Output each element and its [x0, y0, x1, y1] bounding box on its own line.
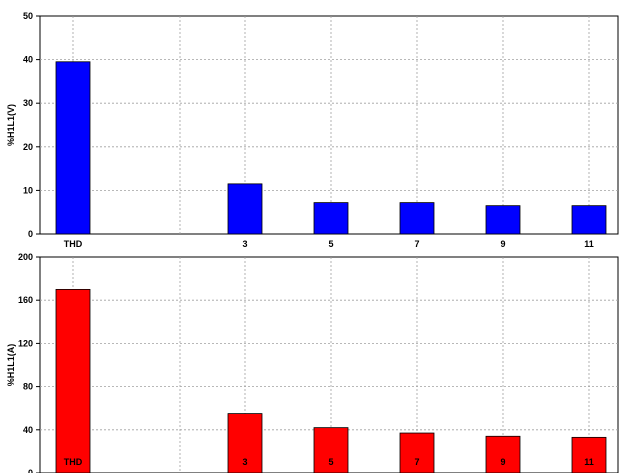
y-tick-label: 120 [18, 338, 33, 348]
x-tick-label: 5 [328, 239, 333, 249]
y-tick-label: 20 [23, 142, 33, 152]
bar-11 [571, 436, 607, 473]
bar-5 [313, 427, 349, 473]
y-axis-label: %H1L1(V) [6, 104, 16, 146]
y-tick-label: 30 [23, 98, 33, 108]
x-tick-label: 11 [584, 457, 594, 467]
bar-3 [227, 183, 263, 235]
bar-thd [55, 288, 91, 473]
y-tick-label: 10 [23, 185, 33, 195]
y-tick-label: 40 [23, 425, 33, 435]
x-tick-label: 9 [500, 239, 505, 249]
bar-9 [485, 205, 521, 235]
x-tick-label: 11 [584, 239, 594, 249]
bar-thd [55, 61, 91, 235]
y-tick-label: 80 [23, 382, 33, 392]
y-tick-label: 160 [18, 295, 33, 305]
y-tick-label: 0 [28, 229, 33, 239]
current-harmonics-panel: 0 40 80 120 160 200 %H1L1(A) THD 3 5 7 9 11 [6, 252, 619, 473]
y-tick-label: 200 [18, 252, 33, 262]
x-tick-label: 9 [500, 457, 505, 467]
bar-5 [313, 202, 349, 235]
y-tick-label: 40 [23, 55, 33, 65]
x-tick-label: 7 [414, 239, 419, 249]
x-tick-label: 5 [328, 457, 333, 467]
voltage-harmonics-panel: 0 10 20 30 40 50 %H1L1(V) THD 3 5 7 9 11 [6, 11, 619, 249]
x-tick-label: 3 [242, 457, 247, 467]
bar-9 [485, 435, 521, 473]
y-axis-label: %H1L1(A) [6, 344, 16, 387]
x-tick-label: THD [64, 239, 83, 249]
bar-7 [399, 202, 435, 235]
bar-11 [571, 205, 607, 235]
x-tick-label: THD [64, 457, 83, 467]
plot-frame [39, 15, 619, 235]
bar-3 [227, 413, 263, 473]
y-tick-label: 0 [28, 468, 33, 473]
x-tick-label: 3 [242, 239, 247, 249]
x-tick-label: 7 [414, 457, 419, 467]
y-tick-label: 50 [23, 11, 33, 21]
bar-7 [399, 432, 435, 473]
